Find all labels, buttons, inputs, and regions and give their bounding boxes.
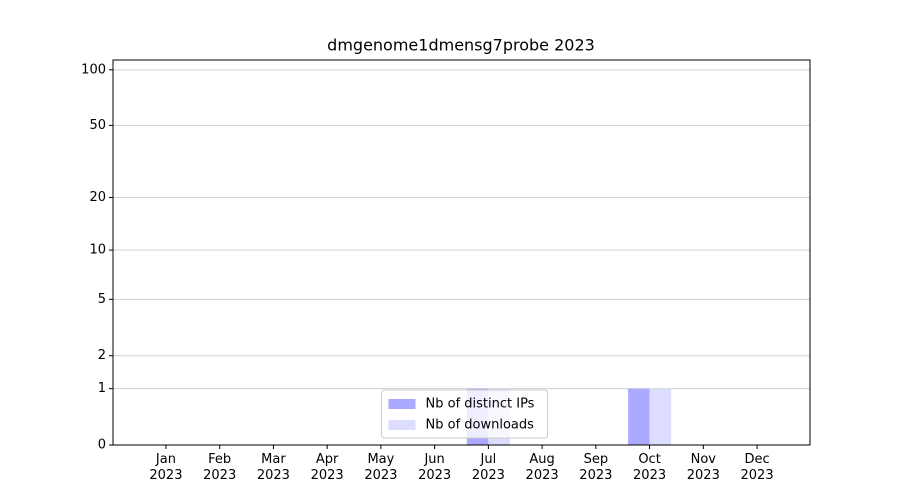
x-tick-label: Feb 2023 — [203, 452, 237, 483]
x-tick-label: Jul 2023 — [471, 452, 505, 483]
x-tick-label: Apr 2023 — [310, 452, 344, 483]
y-tick-label: 5 — [98, 292, 106, 307]
legend-swatch — [388, 420, 416, 430]
legend-box — [381, 389, 548, 439]
y-tick-label: 2 — [98, 348, 106, 363]
bar — [649, 388, 672, 445]
bar — [628, 388, 650, 445]
x-tick-label: May 2023 — [364, 452, 398, 483]
y-tick-label: 10 — [89, 243, 106, 258]
y-tick-label: 0 — [98, 438, 106, 453]
legend-swatch — [388, 399, 416, 409]
x-tick-label: Nov 2023 — [686, 452, 720, 483]
x-tick-label: Dec 2023 — [740, 452, 774, 483]
y-tick-label: 50 — [89, 118, 106, 133]
legend: Nb of distinct IPs Nb of downloads — [381, 389, 548, 439]
plot-frame — [112, 59, 811, 446]
x-tick-label: Jan 2023 — [149, 452, 183, 483]
legend-label: Nb of downloads — [426, 418, 535, 433]
x-tick-label: Sep 2023 — [579, 452, 613, 483]
chart-title: dmgenome1dmensg7probe 2023 — [327, 36, 595, 55]
x-tick-label: Oct 2023 — [633, 452, 667, 483]
legend-label: Nb of distinct IPs — [426, 397, 535, 412]
y-tick-label: 100 — [81, 62, 106, 77]
y-tick-label: 20 — [89, 190, 106, 205]
y-tick-label: 1 — [98, 381, 106, 396]
x-tick-label: Aug 2023 — [525, 452, 559, 483]
x-tick-label: Jun 2023 — [418, 452, 452, 483]
x-tick-label: Mar 2023 — [256, 452, 290, 483]
